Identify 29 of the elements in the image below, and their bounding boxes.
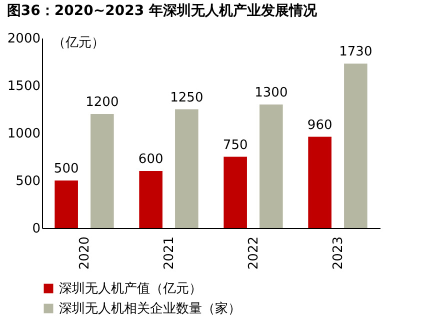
bar [224, 156, 247, 228]
data-label: 600 [138, 152, 164, 167]
x-tick-label: 2023 [330, 236, 346, 270]
y-tick-label: 2000 [7, 32, 40, 46]
data-label: 1300 [254, 86, 288, 100]
bar [90, 114, 114, 228]
x-tick-label: 2022 [246, 236, 262, 270]
bar [308, 136, 332, 228]
y-tick-label: 1500 [7, 79, 40, 94]
x-tick-label: 2020 [77, 236, 92, 270]
bar [260, 104, 283, 228]
legend-label: 深圳无人机相关企业数量（家） [59, 300, 241, 316]
data-label: 750 [222, 138, 248, 153]
bar [54, 180, 78, 228]
chart-title: 图36：2020~2023 年深圳无人机产业发展情况 [6, 2, 318, 19]
bar [175, 109, 198, 228]
y-tick-label: 0 [32, 222, 40, 236]
y-axis-title: （亿元） [52, 36, 104, 50]
legend-label: 深圳无人机产值（亿元） [59, 282, 202, 296]
data-label: 1250 [170, 90, 204, 106]
data-label: 960 [307, 118, 332, 133]
bar [139, 171, 162, 228]
y-tick-label: 1000 [7, 126, 40, 142]
y-tick-label: 500 [16, 174, 40, 189]
bar [344, 64, 368, 228]
x-tick-label: 2021 [162, 236, 177, 270]
data-label: 1730 [339, 44, 372, 60]
data-label: 500 [54, 162, 79, 176]
data-label: 1200 [86, 95, 119, 110]
